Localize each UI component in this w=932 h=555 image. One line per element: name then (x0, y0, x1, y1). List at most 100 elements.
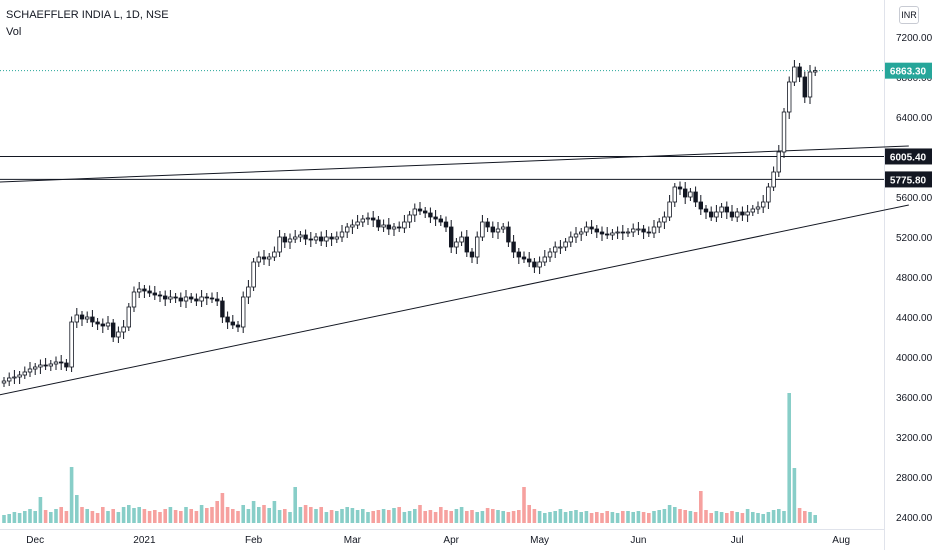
candle-body (474, 236, 480, 258)
candle-body (188, 296, 194, 300)
candle-body (750, 208, 755, 213)
candle-body (698, 201, 703, 210)
candle-body (454, 241, 459, 248)
candle-body (355, 221, 360, 226)
candle-body (33, 366, 38, 370)
volume-bar (59, 507, 63, 523)
volume-bar (449, 511, 453, 523)
volume-bar (714, 511, 719, 523)
volume-bar (184, 507, 188, 523)
candle-body (292, 236, 298, 240)
candle-body (391, 226, 397, 230)
candle-body (787, 81, 792, 113)
volume-bar (121, 507, 126, 523)
candle-body (459, 236, 464, 243)
volume-bar (667, 505, 672, 523)
time-tick-label: Mar (344, 535, 362, 546)
volume-bar (797, 508, 802, 523)
symbol-title[interactable]: SCHAEFFLER INDIA L, 1D, NSE (6, 9, 169, 21)
candle-body (792, 66, 797, 83)
volume-bar (12, 512, 17, 523)
candles-layer (1, 60, 818, 387)
volume-bar (704, 510, 708, 523)
candle-body (43, 364, 48, 367)
candle-body (802, 76, 807, 98)
volume-bar (491, 509, 495, 523)
volume-bar (699, 491, 703, 523)
volume-bar (543, 513, 547, 523)
candle-body (131, 291, 137, 308)
volume-bar (522, 487, 526, 523)
candle-body (27, 368, 33, 373)
time-tick-label: Aug (832, 535, 850, 546)
volume-bar (647, 513, 651, 523)
volume-bar (735, 512, 739, 523)
candle-body (396, 226, 402, 229)
volume-bar (407, 511, 412, 523)
candle-body (74, 314, 79, 323)
volume-bar (163, 509, 167, 523)
time-axis[interactable]: Dec 2021 Feb Mar Apr May Jun Jul Aug (26, 535, 850, 546)
volume-bar (501, 511, 505, 523)
candle-body (615, 231, 620, 234)
volume-bar (673, 507, 677, 523)
price-tick-label: 4400.00 (896, 313, 932, 324)
price-tick-label: 5600.00 (896, 193, 932, 204)
candle-body (381, 224, 386, 228)
candle-body (240, 296, 246, 328)
volume-bar (662, 509, 667, 523)
volume-bar (652, 511, 656, 523)
volume-bar (95, 513, 100, 523)
volume-bar (350, 508, 355, 523)
volume-bar (745, 509, 750, 523)
candle-body (194, 298, 199, 302)
candle-body (745, 211, 750, 216)
volume-bar (28, 509, 32, 523)
volume-bar (194, 511, 199, 523)
candle-body (230, 321, 235, 326)
volume-bar (127, 505, 131, 523)
volume-bar (54, 509, 58, 523)
candle-body (589, 226, 594, 230)
volume-bar (49, 512, 53, 523)
volume-bar (329, 510, 334, 523)
candle-body (631, 228, 636, 233)
volume-bar (459, 507, 464, 523)
level-price-badge: 5775.80 (890, 175, 927, 186)
candle-body (651, 226, 657, 234)
currency-button[interactable]: INR (899, 6, 919, 24)
volume-bar (246, 509, 251, 523)
candle-body (584, 226, 589, 233)
candle-body (90, 316, 95, 323)
volume-bar (241, 505, 245, 523)
candle-body (126, 306, 131, 328)
volume-bar (782, 511, 786, 523)
price-axis[interactable]: 2400.00 2800.00 3200.00 3600.00 4000.00 4400.… (896, 33, 932, 524)
candle-body (667, 201, 672, 218)
volume-bar (376, 510, 381, 523)
candle-body (422, 210, 428, 214)
candle-body (183, 296, 189, 302)
candle-body (168, 296, 173, 300)
candle-body (1, 380, 7, 384)
volume-bar (345, 507, 349, 523)
volume-bar (454, 509, 459, 523)
candle-body (407, 214, 412, 223)
volume-layer (2, 393, 817, 523)
price-tick-label: 6400.00 (896, 113, 932, 124)
volume-bar (771, 510, 776, 523)
price-labels-layer: 6863.30 6005.40 5775.80 (885, 62, 932, 188)
price-tick-label: 2800.00 (896, 473, 932, 484)
candle-body (448, 226, 454, 248)
time-tick-label: 2021 (133, 535, 156, 546)
current-price-badge-background (885, 62, 932, 79)
volume-bar (199, 505, 204, 523)
volume-bar (179, 511, 183, 523)
candle-body (417, 208, 423, 212)
candle-body (464, 236, 469, 253)
candle-body (500, 226, 506, 230)
volume-legend[interactable]: Vol (6, 26, 22, 38)
volume-bar (418, 505, 422, 523)
